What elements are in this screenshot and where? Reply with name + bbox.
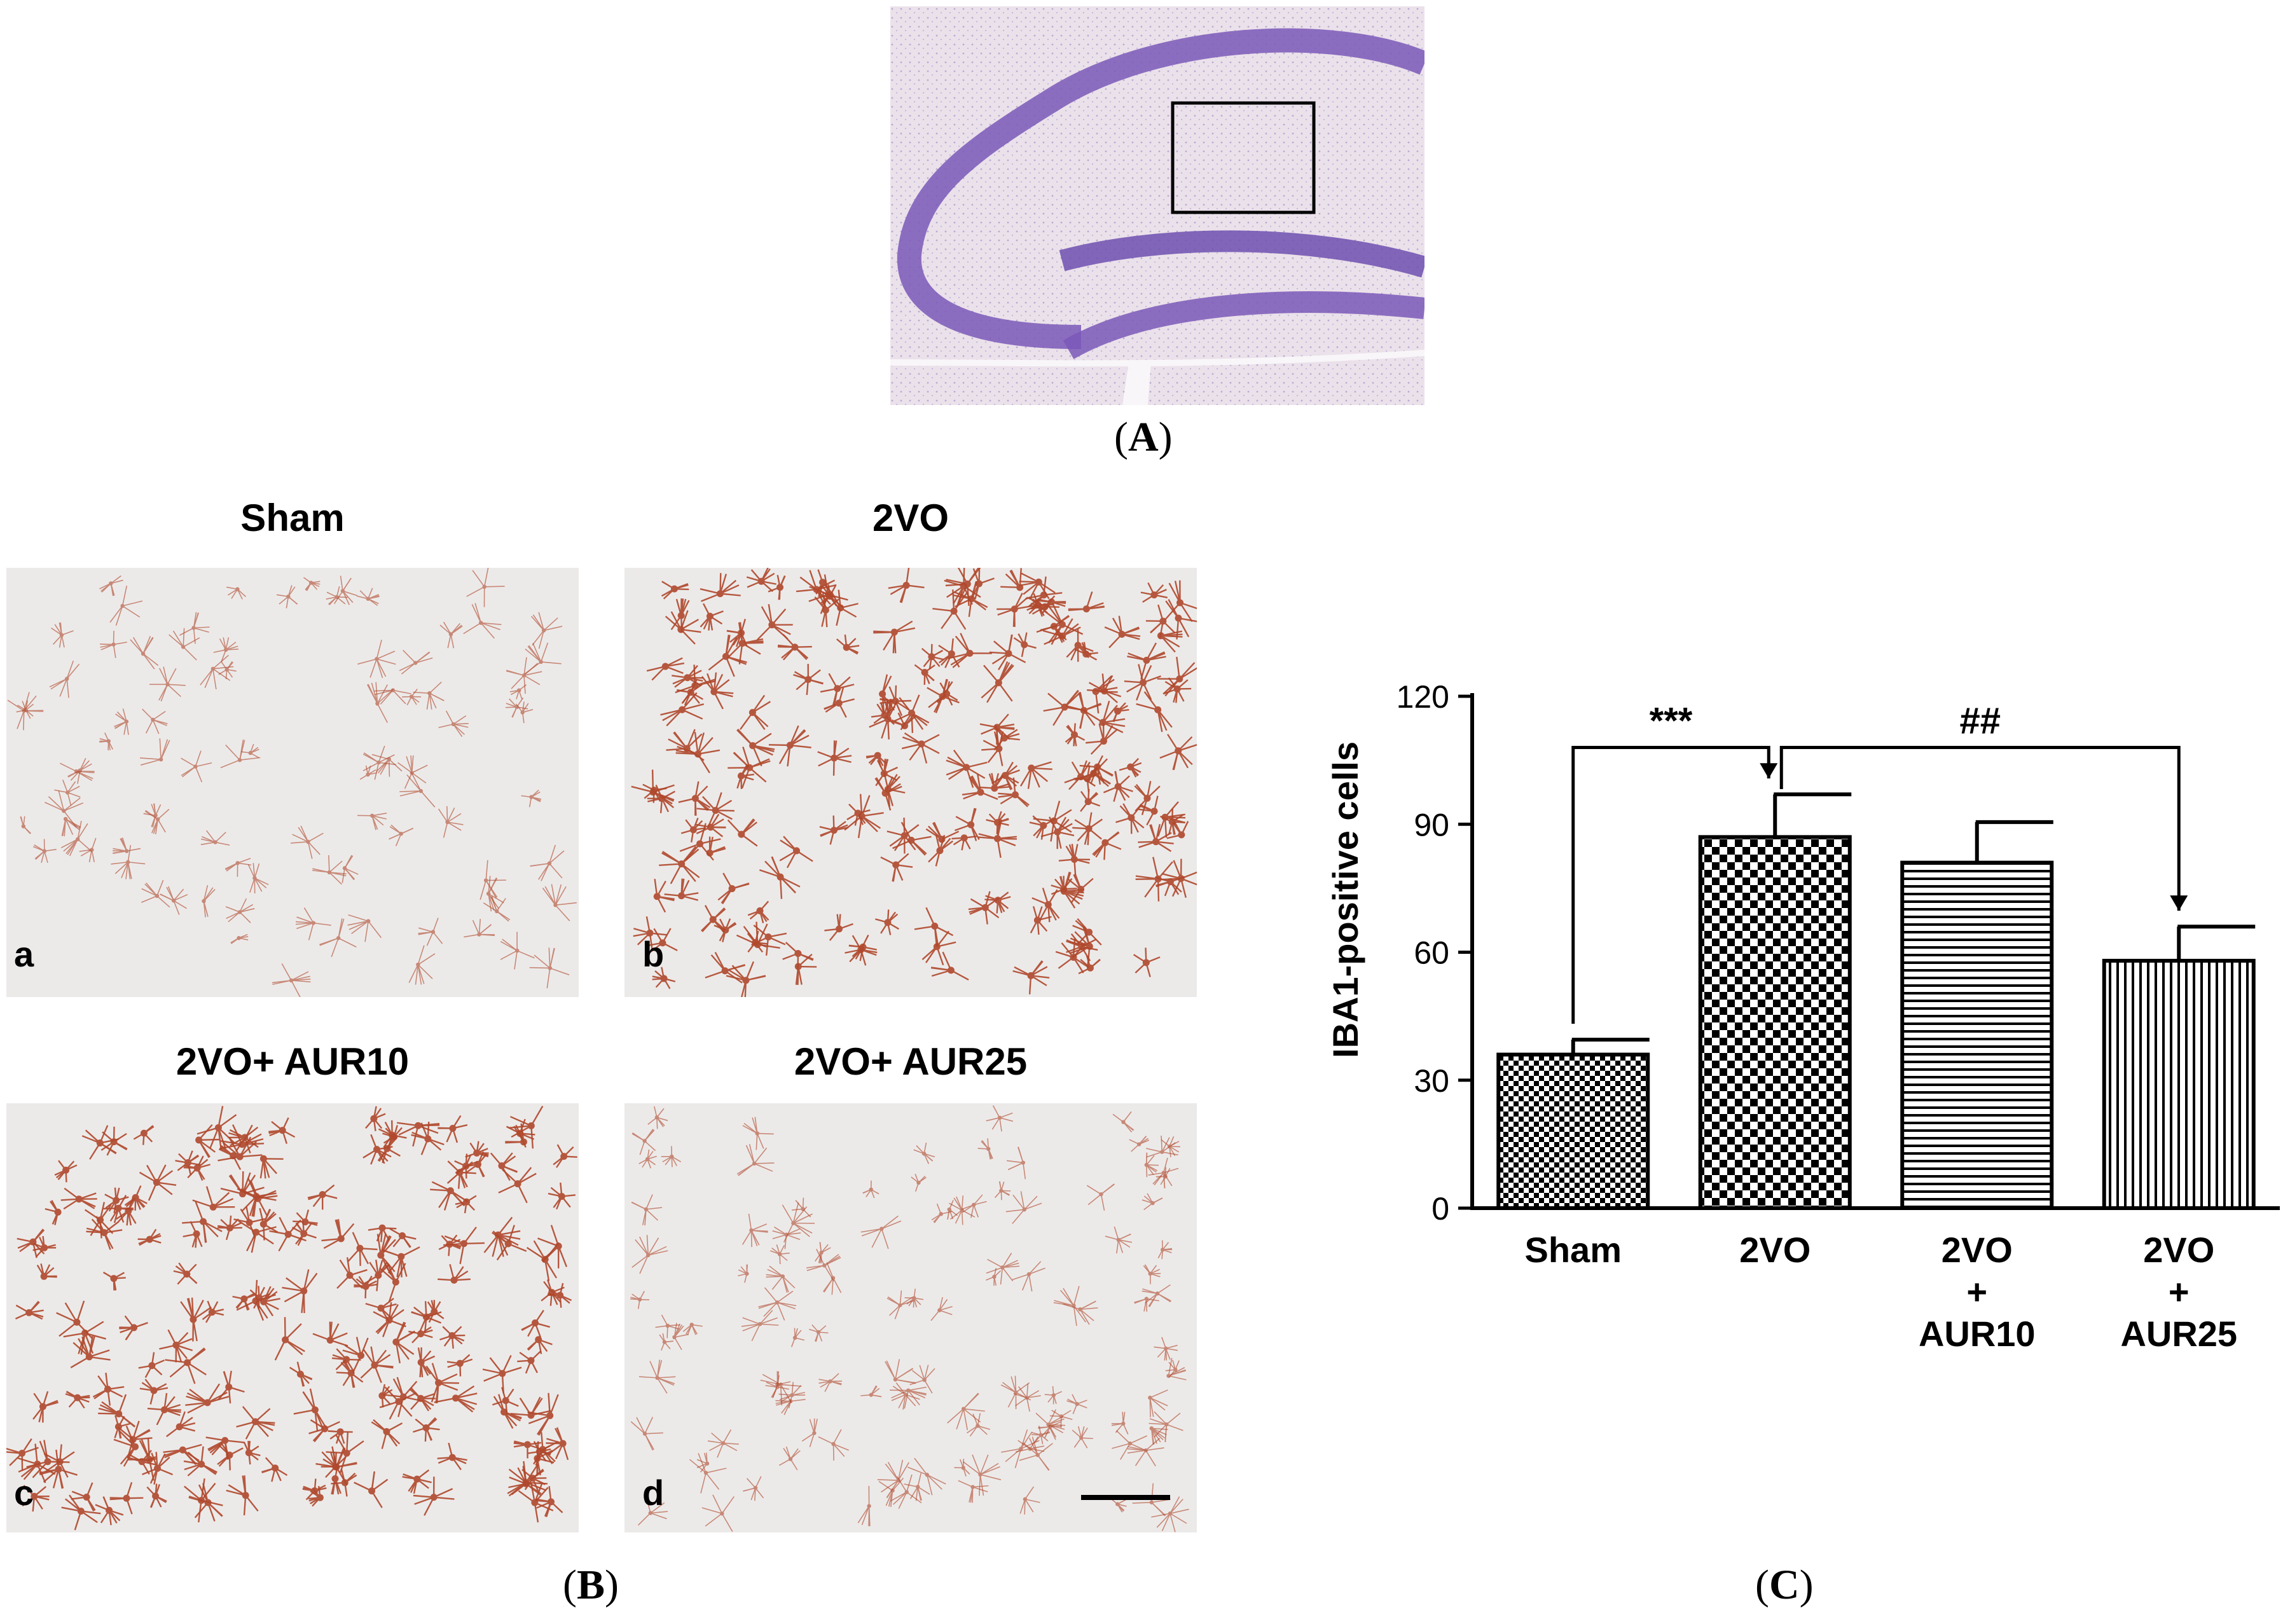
x-tick-label: 2VO [1942, 1230, 2013, 1270]
x-tick-label: Sham [1525, 1230, 1622, 1270]
y-tick-label: 90 [1414, 807, 1449, 843]
hippocampus-overview-image [890, 6, 1430, 405]
iba1-bar-chart: IBA1-positive cells 0 30 60 90 120 *** ## Sha… [1325, 679, 2280, 1354]
bracket-arrow [1760, 763, 1778, 779]
bar-1 [1698, 835, 1852, 1210]
x-tick-label: 2VO [2143, 1230, 2214, 1270]
micrograph-sham [6, 568, 579, 997]
micrograph-2vo [624, 568, 1197, 997]
micrograph-title-sham: Sham [240, 497, 345, 539]
x-tick-label: 2VO [1739, 1230, 1811, 1270]
significance-bracket [1779, 746, 2181, 911]
y-tick-label: 120 [1397, 679, 1449, 715]
panel-c-caption: (C) [1755, 1562, 1814, 1608]
bar-0 [1496, 1052, 1650, 1210]
scale-bar [1081, 1495, 1170, 1500]
x-tick-label: AUR10 [1919, 1314, 2036, 1354]
micrograph-title-aur10: 2VO+ AUR10 [176, 1040, 410, 1083]
bar-3 [2102, 958, 2256, 1210]
y-axis-label: IBA1-positive cells [1325, 741, 1365, 1058]
x-tick-label: + [1966, 1272, 1987, 1312]
bar-2 [1900, 860, 2054, 1210]
x-tick-label: AUR25 [2120, 1314, 2237, 1354]
bracket-arrow [2170, 895, 2188, 911]
micrograph-letter-d: d [642, 1473, 665, 1513]
panel-a-caption: (A) [1114, 414, 1173, 460]
x-tick-label: + [2169, 1272, 2190, 1312]
micrograph-aur10 [6, 1103, 579, 1532]
significance-bracket [1571, 746, 1770, 1024]
micrograph-letter-a: a [14, 934, 34, 974]
y-tick-label: 0 [1431, 1191, 1449, 1227]
y-tick-label: 60 [1414, 935, 1449, 971]
significance-label: ## [1959, 701, 2001, 742]
y-tick-label: 30 [1414, 1063, 1449, 1099]
significance-label: *** [1650, 701, 1693, 742]
micrograph-title-aur25: 2VO+ AUR25 [794, 1040, 1028, 1083]
panel-b-caption: (B) [563, 1562, 619, 1608]
micrograph-title-2vo: 2VO [872, 497, 949, 539]
micrograph-letter-c: c [14, 1473, 34, 1513]
micrograph-letter-b: b [642, 934, 665, 974]
micrograph-aur25 [624, 1103, 1197, 1532]
